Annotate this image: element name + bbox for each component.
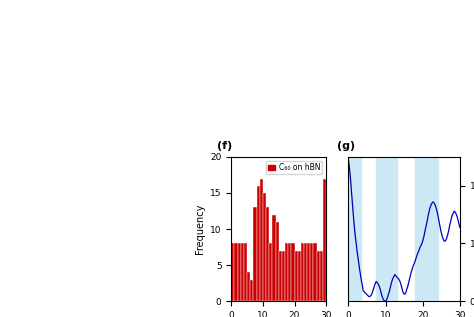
Bar: [256, 186, 260, 301]
Bar: [260, 178, 263, 301]
Bar: [235, 243, 237, 301]
Bar: [348, 157, 361, 301]
Bar: [231, 243, 235, 301]
Bar: [285, 243, 288, 301]
Bar: [294, 251, 298, 301]
Bar: [275, 222, 279, 301]
Bar: [288, 243, 292, 301]
Y-axis label: Frequency: Frequency: [194, 204, 205, 254]
Bar: [269, 243, 273, 301]
Bar: [266, 207, 269, 301]
Bar: [250, 280, 254, 301]
Bar: [304, 243, 307, 301]
Bar: [317, 251, 320, 301]
Bar: [241, 243, 244, 301]
Legend: C₆₀ on hBN: C₆₀ on hBN: [265, 161, 322, 174]
Bar: [310, 243, 313, 301]
Bar: [307, 243, 310, 301]
Bar: [282, 251, 285, 301]
Text: (a)(b): (a)(b): [102, 74, 126, 83]
Bar: [320, 251, 323, 301]
Bar: [323, 178, 326, 301]
Bar: [292, 243, 294, 301]
Bar: [263, 193, 266, 301]
Bar: [244, 243, 247, 301]
Bar: [237, 243, 241, 301]
Bar: [313, 243, 317, 301]
Bar: [415, 157, 438, 301]
Bar: [298, 251, 301, 301]
Bar: [279, 251, 282, 301]
Bar: [247, 272, 250, 301]
Bar: [376, 157, 397, 301]
Bar: [301, 243, 304, 301]
Bar: [273, 215, 275, 301]
Text: (f): (f): [217, 141, 232, 151]
Bar: [254, 207, 256, 301]
Text: (g): (g): [337, 141, 356, 151]
